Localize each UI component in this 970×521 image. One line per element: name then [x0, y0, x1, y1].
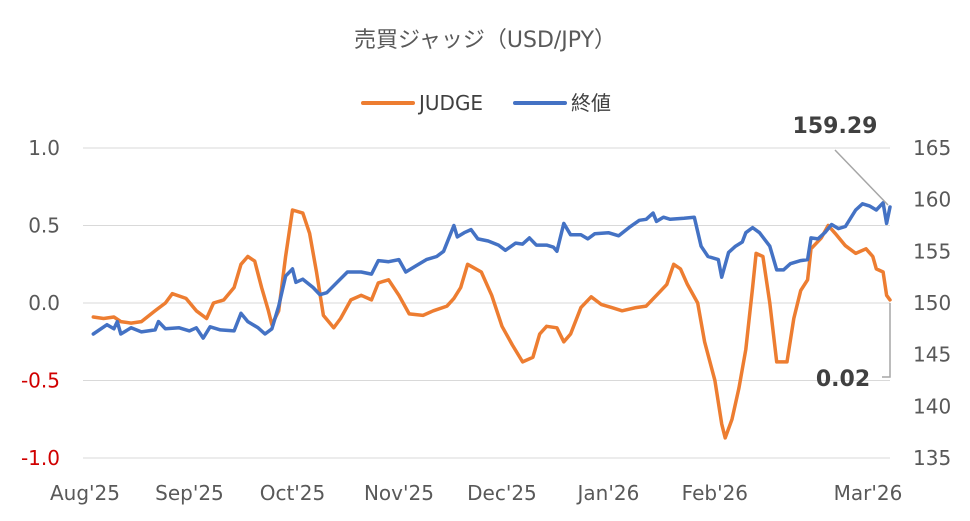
left-tick-label: 0.0	[28, 291, 60, 315]
chart-title: 売買ジャッジ（USD/JPY）	[354, 28, 616, 53]
x-tick-label: Dec'25	[467, 481, 537, 505]
right-tick-label: 135	[913, 446, 951, 470]
right-axis: 165 160 155 150 145 140 135	[913, 136, 951, 470]
callout-leader-close	[834, 149, 889, 206]
legend-label-close: 終値	[571, 91, 611, 115]
right-tick-label: 155	[913, 239, 951, 263]
x-axis: Aug'25 Sep'25 Oct'25 Nov'25 Dec'25 Jan'26 Feb'…	[50, 481, 902, 505]
left-tick-label: 0.5	[28, 214, 60, 238]
right-tick-label: 160	[913, 188, 951, 212]
x-tick-label: Mar'26	[834, 481, 903, 505]
legend: JUDGE 終値	[361, 91, 611, 115]
x-tick-label: Jan'26	[576, 481, 640, 505]
callout-label-judge: 0.02	[816, 367, 870, 392]
right-tick-label: 150	[913, 291, 951, 315]
x-tick-label: Sep'25	[155, 481, 224, 505]
series-line-judge	[91, 208, 892, 440]
series-line-close	[91, 201, 892, 340]
series-layer	[91, 201, 892, 440]
x-tick-label: Feb'26	[682, 481, 748, 505]
left-tick-label: -1.0	[21, 446, 60, 470]
callouts: 159.29 0.02	[793, 114, 891, 392]
right-tick-label: 140	[913, 394, 951, 418]
callout-label-close: 159.29	[793, 114, 878, 139]
x-tick-label: Oct'25	[260, 481, 326, 505]
legend-label-judge: JUDGE	[417, 91, 483, 115]
callout-leader-judge	[882, 302, 891, 378]
right-tick-label: 145	[913, 343, 951, 367]
x-tick-label: Nov'25	[364, 481, 434, 505]
left-tick-label: 1.0	[28, 136, 60, 160]
right-tick-label: 165	[913, 136, 951, 160]
left-axis: 1.0 0.5 0.0 -0.5 -1.0	[21, 136, 60, 470]
x-tick-label: Aug'25	[50, 481, 120, 505]
left-tick-label: -0.5	[21, 369, 60, 393]
